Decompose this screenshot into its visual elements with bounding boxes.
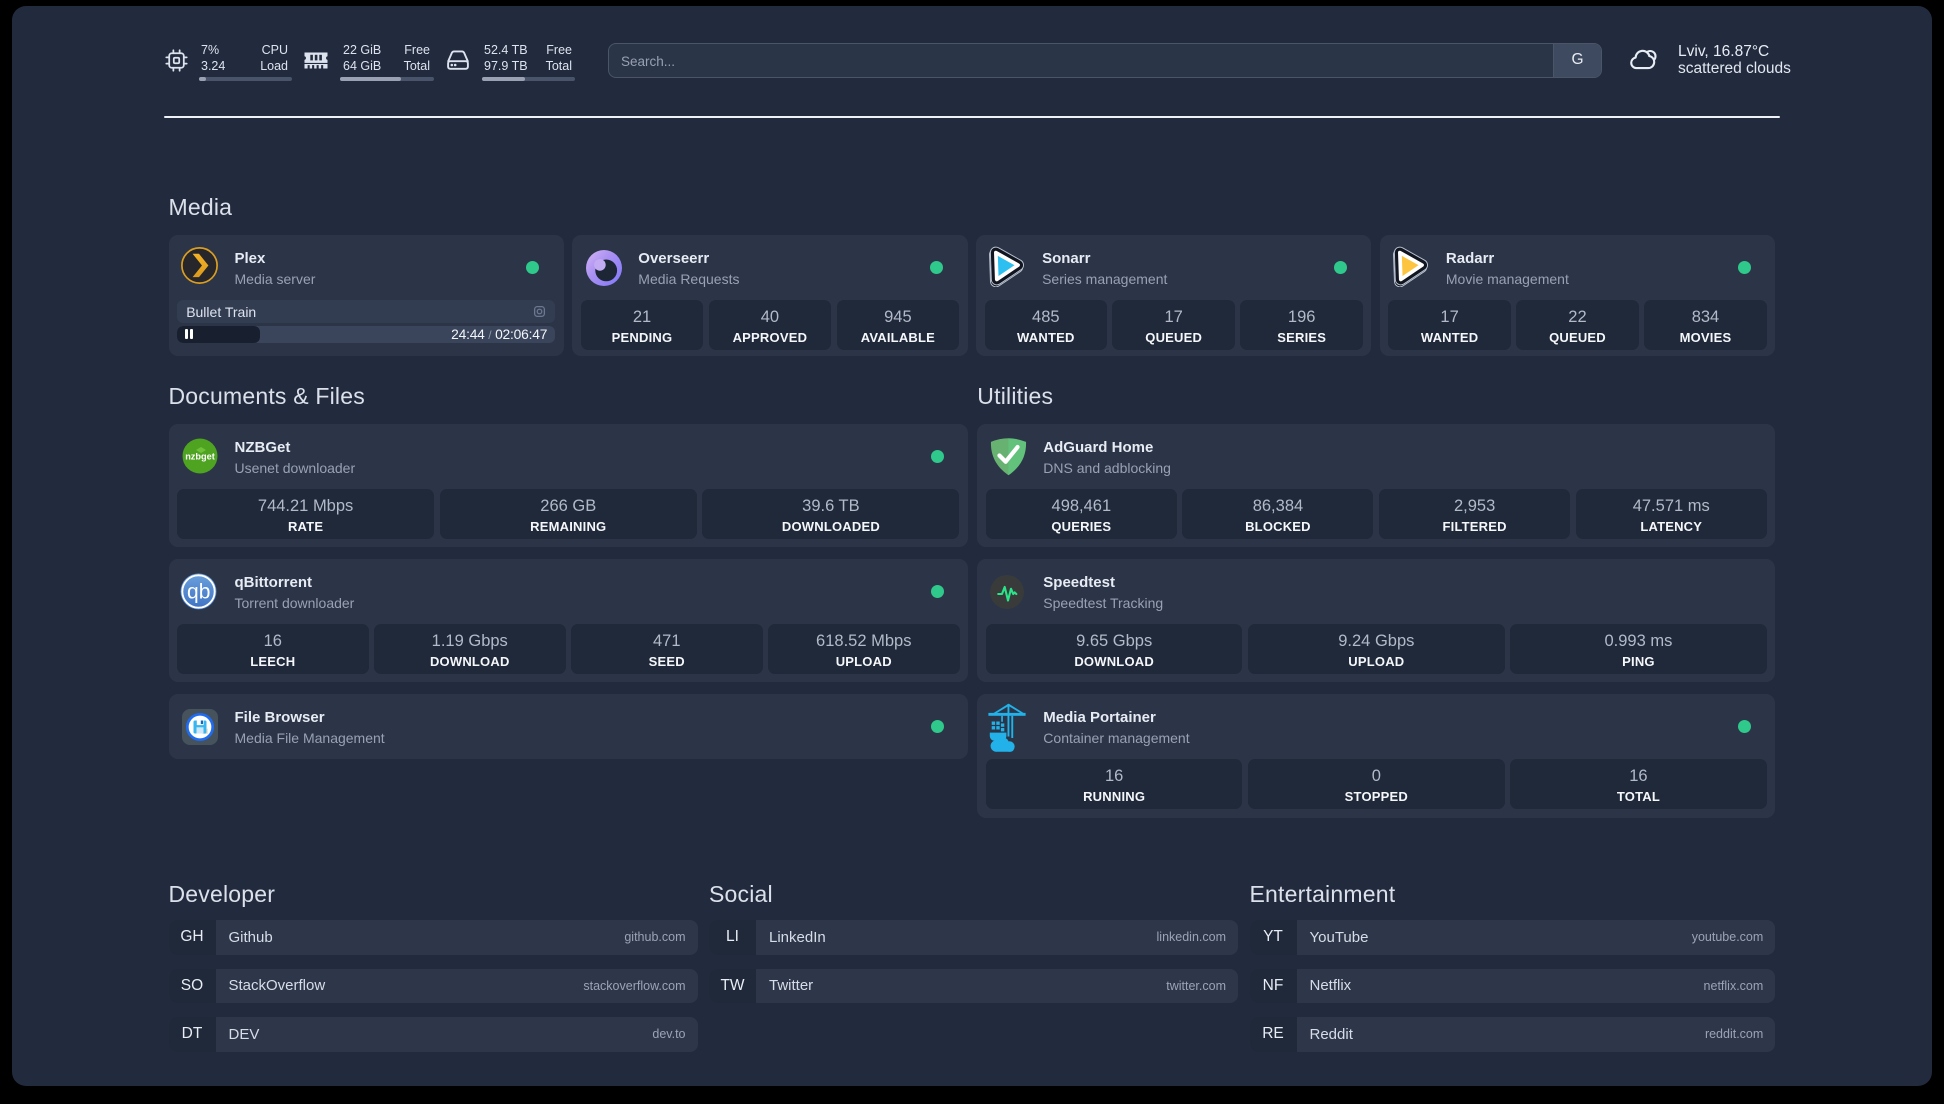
svg-text:qb: qb (187, 580, 210, 603)
svg-text:nzbget: nzbget (185, 451, 215, 461)
